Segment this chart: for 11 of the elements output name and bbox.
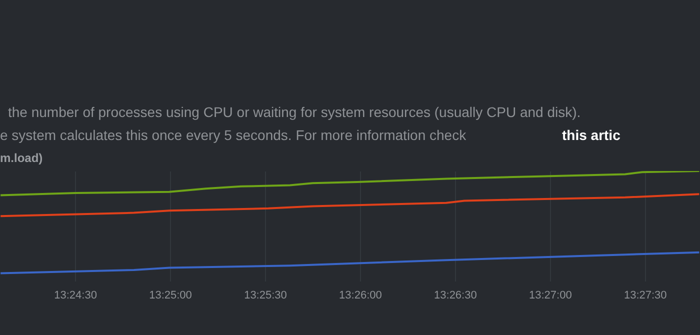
x-tick-label: 13:25:00 [149, 290, 192, 302]
x-tick-label: 13:26:30 [434, 290, 477, 302]
x-tick-label: 13:26:00 [339, 290, 382, 302]
text: this artic [562, 127, 621, 143]
text: e system calculates this once every 5 seconds. For more information check [0, 127, 468, 143]
x-tick-label: 13:24:30 [54, 290, 97, 302]
x-tick-label: 13:27:30 [624, 290, 667, 302]
text: m.load) [0, 151, 43, 165]
x-tick-label: 13:25:30 [244, 290, 287, 302]
text: the number of processes using CPU or waiting for system resources (usually CPU and disk). [8, 104, 581, 120]
x-tick-label: 13:27:00 [528, 290, 572, 302]
